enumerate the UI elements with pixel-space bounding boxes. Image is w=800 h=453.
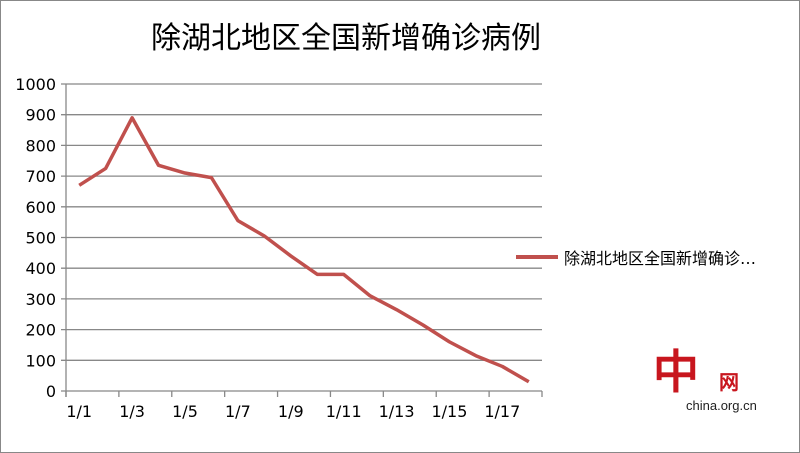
- y-tick-label: 200: [25, 321, 56, 340]
- y-tick-label: 800: [25, 136, 56, 155]
- legend-swatch: [516, 255, 558, 259]
- y-tick-label: 400: [25, 259, 56, 278]
- legend: 除湖北地区全国新增确诊…: [516, 245, 756, 269]
- x-tick-label: 1/15: [431, 402, 467, 421]
- x-tick-label: 1/11: [326, 402, 362, 421]
- y-tick-label: 700: [25, 167, 56, 186]
- x-tick-label: 1/1: [66, 402, 92, 421]
- x-tick-label: 1/7: [225, 402, 251, 421]
- y-tick-label: 900: [25, 106, 56, 125]
- legend-label: 除湖北地区全国新增确诊…: [564, 249, 757, 268]
- y-tick-label: 1000: [15, 75, 56, 94]
- chart-title: 除湖北地区全国新增确诊病例: [151, 21, 541, 56]
- y-tick-label: 300: [25, 290, 56, 309]
- x-tick-label: 1/13: [379, 402, 415, 421]
- y-tick-label: 500: [25, 229, 56, 248]
- y-tick-label: 0: [46, 382, 56, 401]
- series-line: [78, 116, 530, 384]
- y-tick-label: 100: [25, 351, 56, 370]
- y-tick-label: 600: [25, 198, 56, 217]
- x-tick-label: 1/17: [484, 402, 520, 421]
- x-tick-label: 1/5: [172, 402, 198, 421]
- china-org-logo: 中网 china.org.cn: [653, 345, 757, 413]
- x-tick-label: 1/3: [119, 402, 145, 421]
- x-tick-label: 1/9: [278, 402, 304, 421]
